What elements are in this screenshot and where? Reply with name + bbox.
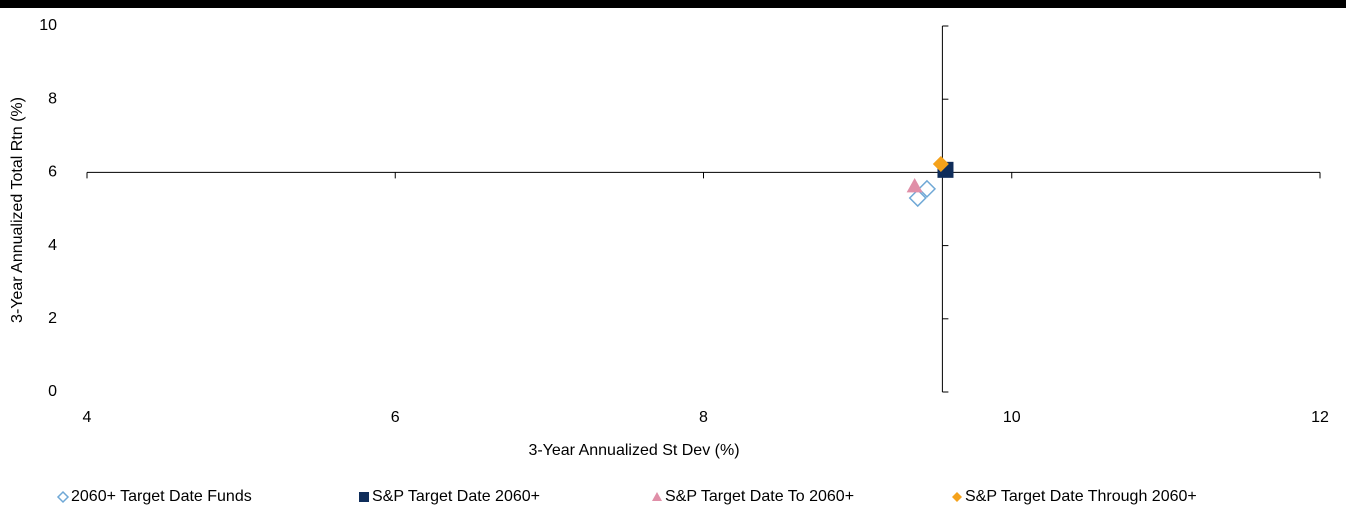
legend-marker — [56, 490, 70, 504]
y-tick-label: 10 — [39, 17, 57, 34]
x-tick-label: 12 — [1311, 409, 1329, 426]
top-bar — [0, 0, 1346, 8]
legend-marker — [952, 492, 962, 502]
x-tick-label: 10 — [1003, 409, 1021, 426]
legend-marker — [652, 492, 662, 501]
legend-marker — [359, 492, 369, 502]
y-tick-label: 6 — [48, 164, 57, 181]
point — [906, 177, 923, 193]
x-axis-label: 3-Year Annualized St Dev (%) — [528, 442, 739, 459]
legend-label: S&P Target Date Through 2060+ — [965, 488, 1197, 505]
legend-label: 2060+ Target Date Funds — [71, 488, 252, 505]
y-tick-label: 2 — [48, 310, 57, 327]
point — [908, 188, 927, 208]
y-tick-label: 8 — [48, 90, 57, 107]
y-axis-label: 3-Year Annualized Total Rtn (%) — [9, 97, 26, 323]
legend-label: S&P Target Date 2060+ — [372, 488, 540, 505]
legend-label: S&P Target Date To 2060+ — [665, 488, 854, 505]
y-tick-label: 4 — [48, 237, 57, 254]
point — [932, 155, 949, 172]
point — [917, 179, 937, 198]
x-tick-label: 6 — [391, 409, 400, 426]
y-tick-label: 0 — [48, 383, 57, 400]
x-tick-label: 8 — [699, 409, 708, 426]
x-tick-label: 4 — [83, 409, 92, 426]
